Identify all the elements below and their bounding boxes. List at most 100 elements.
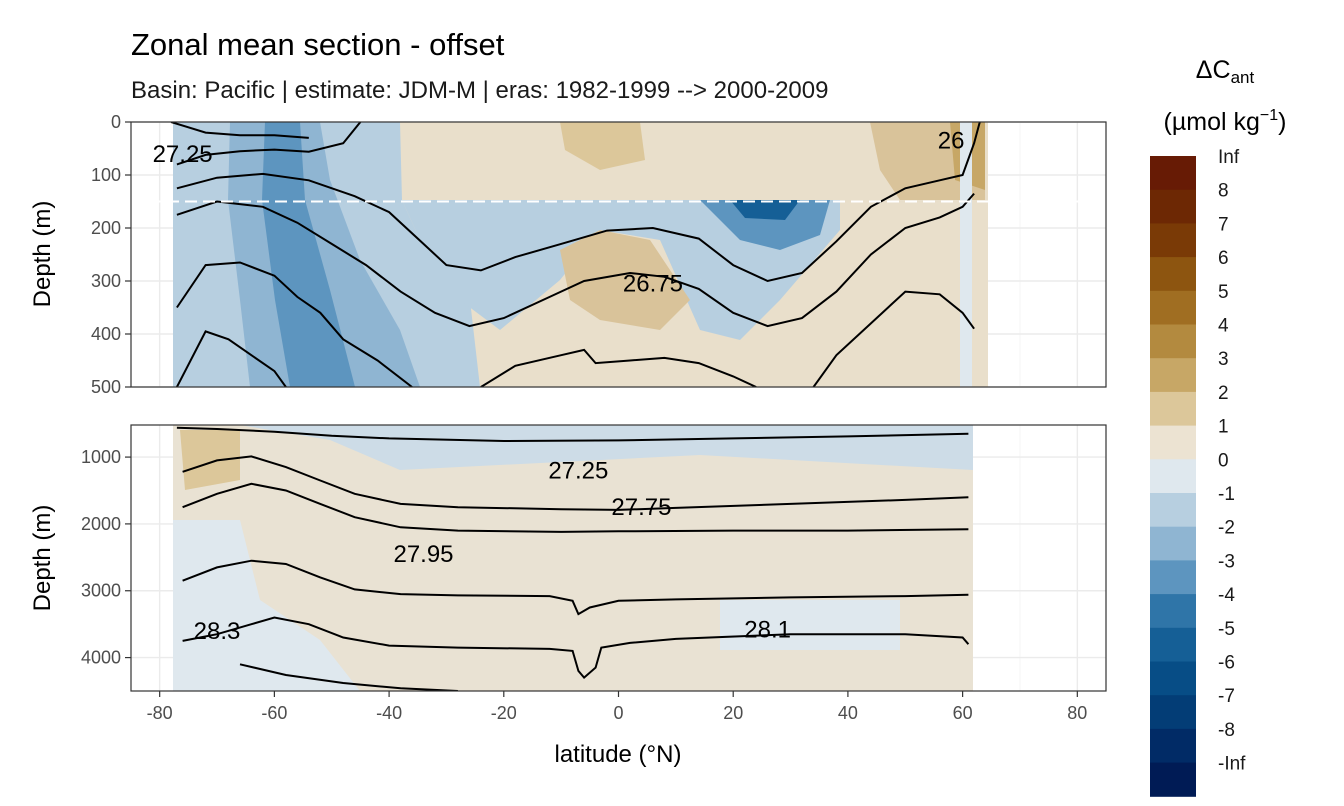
legend-swatch xyxy=(1150,560,1196,595)
y-tick-label: 4000 xyxy=(81,648,121,668)
lower-isopycnals xyxy=(176,426,970,691)
contour-label: 27.95 xyxy=(393,541,453,568)
chart-title: Zonal mean section - offset xyxy=(131,27,505,62)
legend-label: 3 xyxy=(1218,349,1229,370)
legend-label: Inf xyxy=(1218,147,1240,168)
y-tick-label: 500 xyxy=(91,377,121,397)
x-tick-label: 60 xyxy=(953,703,973,723)
legend-title-main: ΔC xyxy=(1196,56,1231,84)
x-tick-label: -20 xyxy=(491,703,517,723)
legend-swatch xyxy=(1150,425,1196,460)
isopycnal-line xyxy=(812,290,975,387)
x-tick-label: -40 xyxy=(376,703,402,723)
isopycnal-line xyxy=(182,482,969,533)
x-tick-label: 40 xyxy=(838,703,858,723)
y-tick-label: 100 xyxy=(91,165,121,185)
field-negative-midlayer xyxy=(402,200,840,340)
x-tick-label: -80 xyxy=(147,703,173,723)
x-tick-label: -60 xyxy=(261,703,287,723)
isopycnal-line xyxy=(176,426,969,443)
legend-swatch xyxy=(1150,358,1196,393)
y-tick-label: 300 xyxy=(91,271,121,291)
legend-label: 4 xyxy=(1218,316,1229,337)
y-axis-label-lower: Depth (m) xyxy=(29,505,56,612)
legend-swatch xyxy=(1150,459,1196,494)
isopycnal-line xyxy=(170,122,309,139)
field-north-edge xyxy=(960,122,972,387)
legend-label: 6 xyxy=(1218,248,1229,269)
upper-panel-border xyxy=(130,121,1107,388)
legend-swatch xyxy=(1150,762,1196,797)
legend-units-sup: −1 xyxy=(1260,107,1278,124)
legend-swatch xyxy=(1150,627,1196,662)
legend-swatch xyxy=(1150,189,1196,224)
legend-label: -1 xyxy=(1218,484,1235,505)
legend-label: -4 xyxy=(1218,585,1235,606)
legend-swatch xyxy=(1150,223,1196,258)
legend-swatch xyxy=(1150,526,1196,561)
legend-label: -7 xyxy=(1218,686,1235,707)
y-tick-label: 2000 xyxy=(81,514,121,534)
x-tick-label: 80 xyxy=(1067,703,1087,723)
legend-swatch xyxy=(1150,257,1196,292)
field-negative-core-2 xyxy=(730,200,800,220)
legend-units-suffix: ) xyxy=(1278,108,1286,136)
legend-swatch xyxy=(1150,156,1196,191)
legend-title: ΔCant xyxy=(1196,56,1255,87)
legend-label: 7 xyxy=(1218,214,1229,235)
legend-label: 8 xyxy=(1218,181,1229,202)
y-tick-label: 3000 xyxy=(81,581,121,601)
y-tick-label: 1000 xyxy=(81,447,121,467)
isopycnal-line xyxy=(480,348,757,387)
isopycnal-line xyxy=(176,330,287,387)
legend-units-prefix: (µmol kg xyxy=(1164,108,1260,136)
isopycnal-line xyxy=(176,192,975,328)
contour-label: 27.25 xyxy=(153,141,213,168)
upper-contour-labels: 27.25 26.75 26 xyxy=(153,128,965,298)
legend-swatch xyxy=(1150,695,1196,730)
legend-label: 5 xyxy=(1218,282,1229,303)
isopycnal-line xyxy=(182,455,969,511)
upper-isopycnals xyxy=(170,122,981,387)
y-tick-label: 200 xyxy=(91,218,121,238)
x-tick-label: 0 xyxy=(613,703,623,723)
legend-swatch xyxy=(1150,324,1196,359)
upper-panel: 27.25 26.75 26 0 100 200 300 400 500 xyxy=(91,112,1107,397)
isopycnal-line xyxy=(176,122,362,166)
legend-label: 0 xyxy=(1218,450,1229,471)
isopycnal-line xyxy=(176,261,413,387)
legend-swatch xyxy=(1150,290,1196,325)
y-tick-label: 0 xyxy=(111,112,121,132)
isopycnal-line xyxy=(182,616,970,680)
isopycnal-line xyxy=(176,122,981,283)
field-negative-deep-south xyxy=(173,520,360,691)
upper-panel-field: 27.25 26.75 26 xyxy=(131,122,1106,387)
y-tick-label: 400 xyxy=(91,324,121,344)
contour-label: 26.75 xyxy=(623,271,683,298)
y-axis-label-upper: Depth (m) xyxy=(29,201,56,308)
legend-label: -3 xyxy=(1218,551,1235,572)
legend-swatch xyxy=(1150,594,1196,629)
legend-units: (µmol kg−1) xyxy=(1164,107,1287,136)
x-axis-label: latitude (°N) xyxy=(555,741,682,768)
legend-label: 1 xyxy=(1218,417,1229,438)
legend-swatch xyxy=(1150,391,1196,427)
field-negative-intermediate xyxy=(240,425,973,470)
legend-swatch xyxy=(1150,661,1196,696)
field-positive-deep-south xyxy=(180,430,240,490)
x-axis-ticks: -80 -60 -40 -20 0 20 40 60 80 xyxy=(147,691,1087,723)
legend-swatch xyxy=(1150,493,1196,528)
contour-label: 27.25 xyxy=(548,457,608,484)
field-negative-south-3 xyxy=(262,122,355,387)
legend-label: -8 xyxy=(1218,720,1235,741)
x-tick-label: 20 xyxy=(723,703,743,723)
upper-y-ticks: 0 100 200 300 400 500 xyxy=(91,112,131,397)
legend-label: 2 xyxy=(1218,383,1229,404)
legend-title-sub: ant xyxy=(1231,68,1255,87)
field-positive-mid xyxy=(560,230,690,330)
chart-subtitle: Basin: Pacific | estimate: JDM-M | eras:… xyxy=(131,77,828,104)
contour-label: 26 xyxy=(938,128,965,155)
